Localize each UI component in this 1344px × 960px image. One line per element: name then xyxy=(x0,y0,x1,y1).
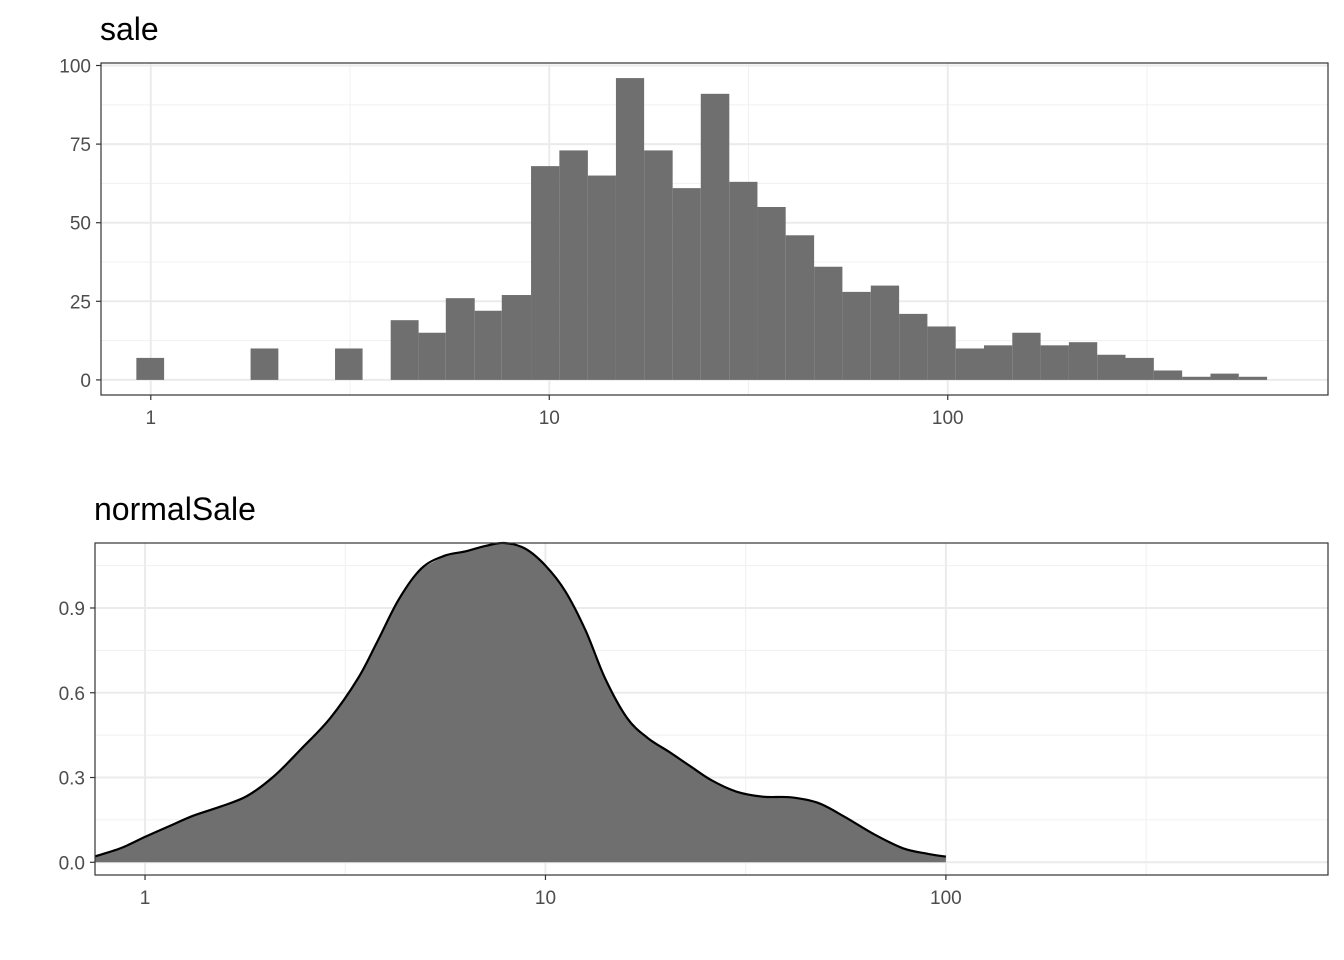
histogram-bar xyxy=(700,93,730,380)
histogram-bar xyxy=(757,206,786,380)
y-tick-label: 75 xyxy=(70,135,91,156)
histogram-bar xyxy=(899,313,928,380)
histogram-bar xyxy=(501,295,532,380)
histogram-bar xyxy=(615,78,645,380)
histogram-bar xyxy=(1125,357,1154,380)
histogram-bar xyxy=(814,266,843,380)
normalsale-panel-title: normalSale xyxy=(94,491,256,527)
histogram-bar xyxy=(531,166,560,380)
histogram-bar xyxy=(1153,370,1183,380)
histogram-bar xyxy=(644,150,673,380)
normalsale-plot-border xyxy=(94,542,1329,876)
histogram-bar xyxy=(390,320,419,380)
sale-x-axis: 1 10 100 xyxy=(145,395,964,429)
histogram-bar xyxy=(842,291,871,380)
y-tick-label: 0 xyxy=(80,371,91,392)
histogram-bar xyxy=(927,326,956,380)
sale-bars xyxy=(136,78,1268,380)
histogram-bar xyxy=(1012,332,1041,380)
histogram-bar xyxy=(1210,373,1239,380)
y-tick-label: 100 xyxy=(59,57,91,78)
x-tick-label: 1 xyxy=(145,408,156,429)
normalsale-x-axis: 1 10 100 xyxy=(140,875,962,909)
histogram-bar xyxy=(870,285,900,380)
histogram-bar xyxy=(1068,342,1098,380)
sale-plot-border xyxy=(100,62,1329,396)
y-tick-label: 25 xyxy=(70,292,91,313)
histogram-bar xyxy=(250,348,279,380)
histogram-bar xyxy=(983,345,1013,380)
histogram-bar xyxy=(1238,376,1268,380)
x-tick-label: 100 xyxy=(930,888,962,909)
normalsale-density-area xyxy=(94,541,947,863)
x-tick-label: 1 xyxy=(140,888,151,909)
y-tick-label: 0.6 xyxy=(59,684,85,705)
y-tick-label: 0.3 xyxy=(59,769,85,790)
histogram-bar xyxy=(955,348,984,380)
histogram-bar xyxy=(587,175,616,380)
histogram-bar xyxy=(136,357,165,380)
histogram-bar xyxy=(418,332,446,380)
normalsale-density-panel: normalSale 0.0 0.3 0.6 0.9 1 10 100 xyxy=(59,491,1329,909)
sale-panel-title: sale xyxy=(100,11,159,47)
sale-histogram-panel: sale 0 25 50 75 100 1 10 100 xyxy=(59,11,1329,429)
histogram-bar xyxy=(1040,345,1069,380)
y-tick-label: 0.9 xyxy=(59,599,85,620)
histogram-bar xyxy=(785,235,815,380)
density-fill xyxy=(95,543,946,863)
y-tick-label: 0.0 xyxy=(59,853,85,874)
y-tick-label: 50 xyxy=(70,214,91,235)
density-outline xyxy=(94,541,947,858)
histogram-bar xyxy=(729,181,758,380)
histogram-bar xyxy=(559,150,588,380)
x-tick-label: 100 xyxy=(932,408,964,429)
histogram-bar xyxy=(445,298,475,380)
x-tick-label: 10 xyxy=(535,888,556,909)
sale-y-axis: 0 25 50 75 100 xyxy=(59,57,101,392)
histogram-bar xyxy=(1097,354,1126,380)
histogram-bar xyxy=(672,188,701,380)
histogram-bar xyxy=(335,348,363,380)
x-tick-label: 10 xyxy=(539,408,560,429)
normalsale-y-axis: 0.0 0.3 0.6 0.9 xyxy=(59,599,95,874)
histogram-bar xyxy=(474,310,502,380)
histogram-bar xyxy=(1182,376,1211,380)
